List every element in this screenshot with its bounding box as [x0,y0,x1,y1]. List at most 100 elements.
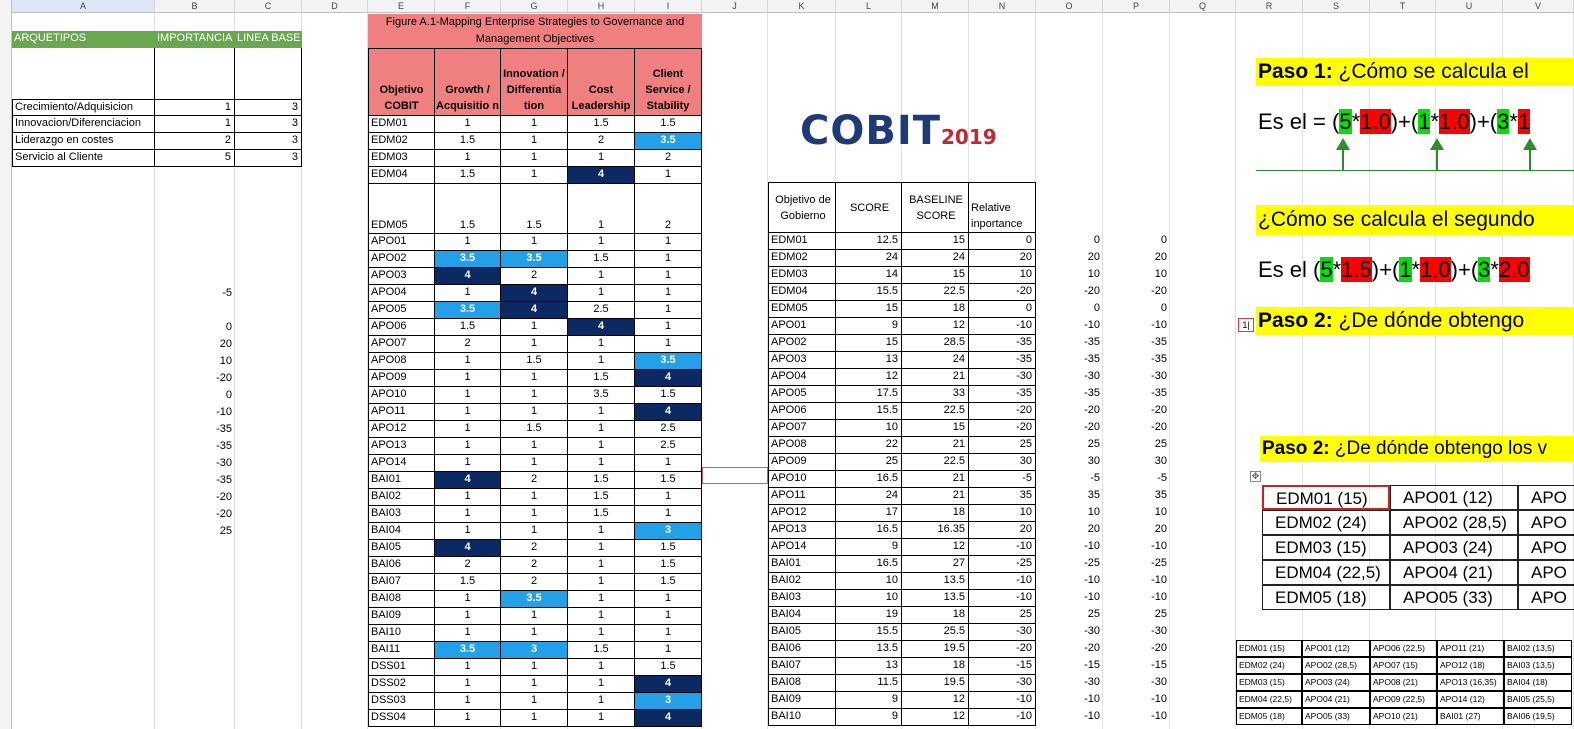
figure-value[interactable]: 1 [568,540,635,557]
figure-objective-code[interactable]: BAI03 [368,506,435,523]
figure-value[interactable]: 2.5 [635,438,702,455]
archetype-baseline[interactable]: 3 [235,133,302,150]
figure-objective-code[interactable]: BAI08 [368,591,435,608]
figure-value[interactable]: 1.5 [568,506,635,523]
figure-value[interactable]: 1 [635,285,702,302]
figure-value[interactable]: 1 [635,268,702,285]
small-table-cell[interactable]: APO14 (12) [1437,691,1504,708]
score-value[interactable]: -10 [969,318,1036,335]
big-table-cell[interactable]: APO04 (21) [1390,560,1518,585]
score-value[interactable]: -30 [1151,676,1167,688]
small-table-cell[interactable]: APO02 (28,5) [1302,657,1370,674]
score-value[interactable]: -35 [969,335,1036,352]
figure-objective-code[interactable]: APO12 [368,421,435,438]
column-header-o[interactable]: O [1036,0,1103,13]
score-value[interactable]: 22 [836,437,902,454]
score-value[interactable]: -10 [969,539,1036,556]
figure-value[interactable]: 1 [635,234,702,251]
score-objective-code[interactable]: APO08 [768,437,836,454]
score-value[interactable]: -30 [969,369,1036,386]
figure-objective-code[interactable]: DSS04 [368,710,435,727]
score-value[interactable]: 20 [969,250,1036,267]
big-table-cell[interactable]: APO [1518,560,1574,585]
figure-value[interactable]: 1 [635,455,702,472]
small-table-cell[interactable]: APO09 (22,5) [1370,691,1437,708]
score-value[interactable]: 14 [836,267,902,284]
figure-objective-code[interactable]: EDM04 [368,167,435,184]
figure-objective-code[interactable]: BAI02 [368,489,435,506]
figure-value[interactable]: 1 [568,710,635,727]
big-table-cell[interactable]: EDM04 (22,5) [1262,560,1390,585]
figure-value[interactable]: 2 [435,557,501,574]
figure-value[interactable]: 3.5 [568,387,635,404]
figure-objective-code[interactable]: APO01 [368,234,435,251]
figure-value[interactable]: 1 [501,133,568,150]
score-value[interactable]: -20 [1151,404,1167,416]
small-table-cell[interactable]: APO12 (18) [1437,657,1504,674]
small-table-cell[interactable]: BAI03 (13,5) [1504,657,1572,674]
b-column-value[interactable]: -20 [216,508,232,520]
big-table-cell[interactable]: APO02 (28,5) [1390,510,1518,535]
score-value[interactable]: -20 [1084,285,1100,297]
archetype-importance[interactable]: 2 [155,133,235,150]
score-value[interactable]: 16.5 [836,471,902,488]
figure-value[interactable]: 1 [635,489,702,506]
figure-value[interactable]: 1 [435,608,501,625]
score-value[interactable]: 24 [902,250,969,267]
score-value[interactable]: -20 [969,284,1036,301]
score-objective-code[interactable]: EDM03 [768,267,836,284]
score-value[interactable]: 25 [1087,438,1100,450]
figure-value[interactable]: 1 [635,642,702,659]
score-value[interactable]: -30 [1151,370,1167,382]
score-value[interactable]: -30 [969,624,1036,641]
figure-value[interactable]: 2 [501,540,568,557]
score-value[interactable]: 35 [969,488,1036,505]
big-table-cell[interactable]: APO05 (33) [1390,585,1518,610]
column-header-j[interactable]: J [702,0,768,13]
column-header-c[interactable]: C [235,0,302,13]
score-value[interactable]: 30 [1087,455,1100,467]
score-value[interactable]: 28.5 [902,335,969,352]
score-value[interactable]: 24 [902,352,969,369]
score-value[interactable]: 10 [1087,506,1100,518]
figure-objective-code[interactable]: BAI11 [368,642,435,659]
archetype-name[interactable]: Liderazgo en costes [12,133,155,150]
score-value[interactable]: 18 [902,505,969,522]
figure-value[interactable]: 3 [501,642,568,659]
small-table-cell[interactable]: APO05 (33) [1302,708,1370,725]
figure-value[interactable]: 1 [501,116,568,133]
figure-value[interactable]: 4 [435,472,501,489]
score-value[interactable]: -20 [969,403,1036,420]
score-objective-code[interactable]: BAI04 [768,607,836,624]
b-column-value[interactable]: 0 [225,321,232,333]
figure-objective-code[interactable]: APO04 [368,285,435,302]
figure-objective-code[interactable]: APO13 [368,438,435,455]
score-objective-code[interactable]: APO07 [768,420,836,437]
figure-objective-code[interactable]: DSS03 [368,693,435,710]
score-value[interactable]: -10 [1151,574,1167,586]
score-value[interactable]: -10 [1084,693,1100,705]
big-table-cell[interactable]: APO [1518,485,1574,510]
b-column-value[interactable]: -30 [216,457,232,469]
score-value[interactable]: -35 [1151,336,1167,348]
score-value[interactable]: 25 [969,607,1036,624]
score-value[interactable]: 16.5 [836,522,902,539]
score-value[interactable]: 0 [1093,302,1100,314]
score-objective-code[interactable]: EDM05 [768,301,836,318]
small-table-cell[interactable]: APO11 (21) [1437,640,1504,657]
figure-value[interactable]: 4 [635,370,702,387]
figure-objective-code[interactable]: APO08 [368,353,435,370]
score-value[interactable]: -10 [1084,591,1100,603]
figure-value[interactable]: 1.5 [568,472,635,489]
score-value[interactable]: -20 [969,641,1036,658]
score-value[interactable]: 20 [1087,523,1100,535]
score-value[interactable]: 9 [836,692,902,709]
column-header-s[interactable]: S [1303,0,1370,13]
score-value[interactable]: 19.5 [902,675,969,692]
score-value[interactable]: 19 [836,607,902,624]
figure-value[interactable]: 1.5 [435,167,501,184]
figure-objective-code[interactable]: APO14 [368,455,435,472]
figure-value[interactable]: 3.5 [435,302,501,319]
figure-value[interactable]: 1 [435,387,501,404]
figure-value[interactable]: 1.5 [635,472,702,489]
